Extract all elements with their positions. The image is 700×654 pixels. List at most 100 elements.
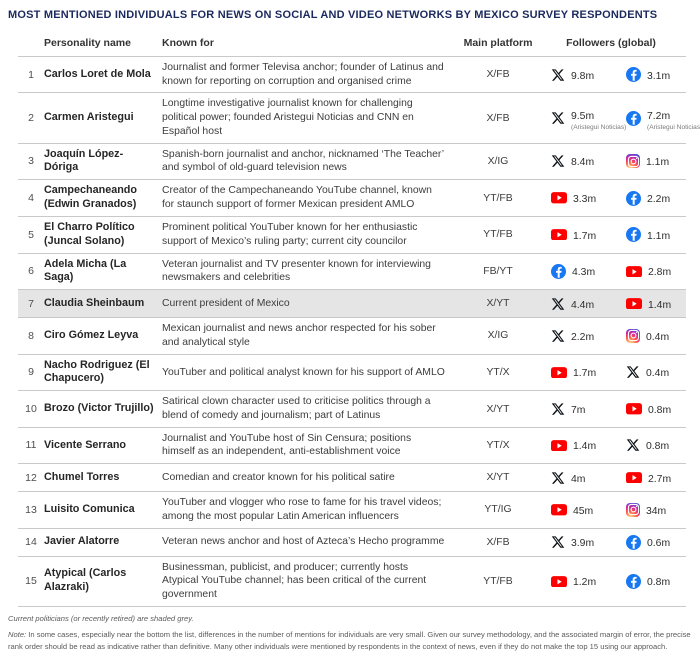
x-icon bbox=[551, 535, 565, 549]
follower-count: 1.2m bbox=[573, 577, 597, 589]
table-header-row: Personality name Known for Main platform… bbox=[18, 31, 686, 56]
x-icon bbox=[551, 154, 565, 168]
follower-count-wrap: 4m bbox=[571, 469, 585, 487]
followers-primary: 3.3m bbox=[536, 189, 614, 207]
table-body: 1 Carlos Loret de Mola Journalist and form… bbox=[18, 56, 700, 607]
main-platform-value: YT/X bbox=[486, 439, 510, 451]
followers-primary: 2.2m bbox=[536, 327, 614, 345]
followers-secondary: 1.4m bbox=[614, 295, 686, 313]
follower-count-wrap: 2.2m bbox=[647, 189, 670, 207]
follower-count-wrap: 1.7m bbox=[573, 363, 596, 381]
col-header-known-for: Known for bbox=[162, 37, 214, 49]
known-for-text: Veteran news anchor and host of Azteca’s… bbox=[162, 536, 445, 548]
table-row: 7 Claudia Sheinbaum Current president of M… bbox=[18, 289, 686, 318]
table-row: 2 Carmen Aristegui Longtime investigative … bbox=[18, 92, 700, 142]
follower-count-wrap: 1.1m bbox=[646, 152, 669, 170]
followers-secondary: 2.8m bbox=[614, 262, 686, 280]
x-icon bbox=[551, 297, 565, 311]
main-platform-value: X/IG bbox=[487, 155, 509, 167]
follower-count: 9.8m bbox=[571, 70, 595, 82]
known-for-text: Veteran journalist and TV presenter know… bbox=[162, 258, 431, 284]
facebook-icon bbox=[626, 534, 641, 550]
followers-primary: 1.2m bbox=[536, 572, 614, 590]
follower-count-wrap: 9.8m bbox=[571, 66, 594, 84]
personality-name: Javier Alatorre bbox=[44, 535, 120, 548]
main-platform-value: YT/IG bbox=[484, 504, 512, 516]
follower-count: 45m bbox=[573, 505, 594, 517]
known-for-text: Satirical clown character used to critic… bbox=[162, 396, 431, 421]
table-row: 12 Chumel Torres Comedian and creator know… bbox=[18, 463, 686, 491]
follower-count-wrap: 4.4m bbox=[571, 295, 594, 313]
personality-name: Adela Micha (La Saga) bbox=[44, 257, 127, 284]
known-for-text: Longtime investigative journalist known … bbox=[162, 98, 414, 137]
rank-number: 14 bbox=[25, 536, 37, 549]
mentions-table: Personality name Known for Main platform… bbox=[18, 31, 700, 607]
follower-count-wrap: 2.2m bbox=[571, 327, 594, 345]
youtube-icon bbox=[626, 298, 642, 310]
main-platform-value: X/FB bbox=[486, 69, 510, 81]
table-row: 3 Joaquín López-Dóriga Spanish-born journa… bbox=[18, 142, 686, 180]
personality-name: Ciro Gómez Leyva bbox=[44, 329, 139, 341]
followers-secondary: 7.2m (Aristegui Noticias) bbox=[614, 106, 700, 131]
follower-count: 0.8m bbox=[648, 405, 672, 416]
follower-count: 0.4m bbox=[646, 368, 670, 380]
follower-count: 9.5m bbox=[571, 110, 595, 122]
personality-name: Claudia Sheinbaum bbox=[44, 296, 145, 309]
follower-count: 1.4m bbox=[573, 441, 597, 453]
youtube-icon bbox=[551, 439, 567, 452]
followers-secondary: 34m bbox=[614, 501, 686, 519]
personality-name: Luisito Comunica bbox=[44, 503, 135, 516]
follower-count-wrap: 0.6m bbox=[647, 533, 670, 551]
follower-count-wrap: 34m bbox=[646, 501, 666, 519]
main-platform-value: FB/YT bbox=[483, 265, 513, 277]
follower-count-wrap: 0.8m bbox=[647, 572, 670, 590]
personality-name: Brozo (Victor Trujillo) bbox=[44, 402, 154, 415]
table-row: 6 Adela Micha (La Saga) Veteran journalist… bbox=[18, 252, 686, 290]
facebook-icon bbox=[626, 573, 641, 589]
note-text: In some cases, especially near the botto… bbox=[8, 629, 691, 652]
rank-number: 8 bbox=[28, 329, 34, 342]
footnotes: Current politicians (or recently retired… bbox=[8, 614, 692, 654]
known-for-text: YouTuber and vlogger who rose to fame fo… bbox=[162, 497, 442, 522]
follower-count-wrap: 3.1m bbox=[647, 66, 670, 84]
rank-number: 1 bbox=[28, 68, 34, 81]
known-for-text: Journalist and YouTube host of Sin Censu… bbox=[162, 432, 412, 458]
main-platform-value: X/YT bbox=[486, 472, 510, 484]
followers-secondary: 2.7m bbox=[614, 469, 686, 487]
follower-count: 2.7m bbox=[648, 473, 672, 485]
rank-number: 7 bbox=[28, 297, 34, 310]
follower-count-wrap: 8.4m bbox=[571, 152, 594, 170]
known-for-text: YouTuber and political analyst known for… bbox=[162, 366, 445, 378]
col-header-personality-name: Personality name bbox=[44, 37, 131, 49]
follower-count: 34m bbox=[646, 505, 667, 517]
rank-number: 5 bbox=[28, 228, 34, 241]
followers-secondary: 0.6m bbox=[614, 533, 686, 551]
followers-primary: 1.7m bbox=[536, 363, 614, 381]
followers-secondary: 3.1m bbox=[614, 66, 686, 84]
table-row: 13 Luisito Comunica YouTuber and vlogger w… bbox=[18, 491, 686, 527]
col-header-main-platform: Main platform bbox=[463, 37, 533, 49]
follower-count-wrap: 45m bbox=[573, 501, 593, 519]
personality-name: Carmen Aristegui bbox=[44, 111, 134, 124]
x-icon bbox=[551, 68, 565, 82]
personality-name: Joaquín López-Dóriga bbox=[44, 147, 124, 174]
table-row: 10 Brozo (Victor Trujillo) Satirical clown… bbox=[18, 390, 686, 426]
follower-account-note: (Aristegui Noticias) bbox=[647, 123, 700, 131]
main-platform-value: YT/FB bbox=[483, 575, 513, 587]
follower-count: 3.9m bbox=[571, 538, 595, 550]
youtube-icon bbox=[551, 229, 567, 241]
follower-count: 7.2m bbox=[647, 110, 671, 122]
follower-count: 3.3m bbox=[573, 194, 597, 206]
footnote-methodology: Note: In some cases, especially near the… bbox=[8, 629, 692, 654]
page-title: MOST MENTIONED INDIVIDUALS FOR NEWS ON S… bbox=[8, 9, 658, 21]
youtube-icon bbox=[551, 504, 567, 516]
follower-count: 7m bbox=[571, 405, 586, 416]
rank-number: 2 bbox=[28, 112, 34, 125]
main-platform-value: X/FB bbox=[486, 112, 510, 124]
followers-primary: 4.4m bbox=[536, 295, 614, 313]
facebook-icon bbox=[626, 190, 641, 206]
personality-name: Nacho Rodriguez (El Chapucero) bbox=[44, 358, 150, 385]
followers-secondary: 0.8m bbox=[614, 400, 686, 418]
follower-count: 2.2m bbox=[571, 331, 595, 343]
follower-count: 0.6m bbox=[647, 538, 671, 550]
